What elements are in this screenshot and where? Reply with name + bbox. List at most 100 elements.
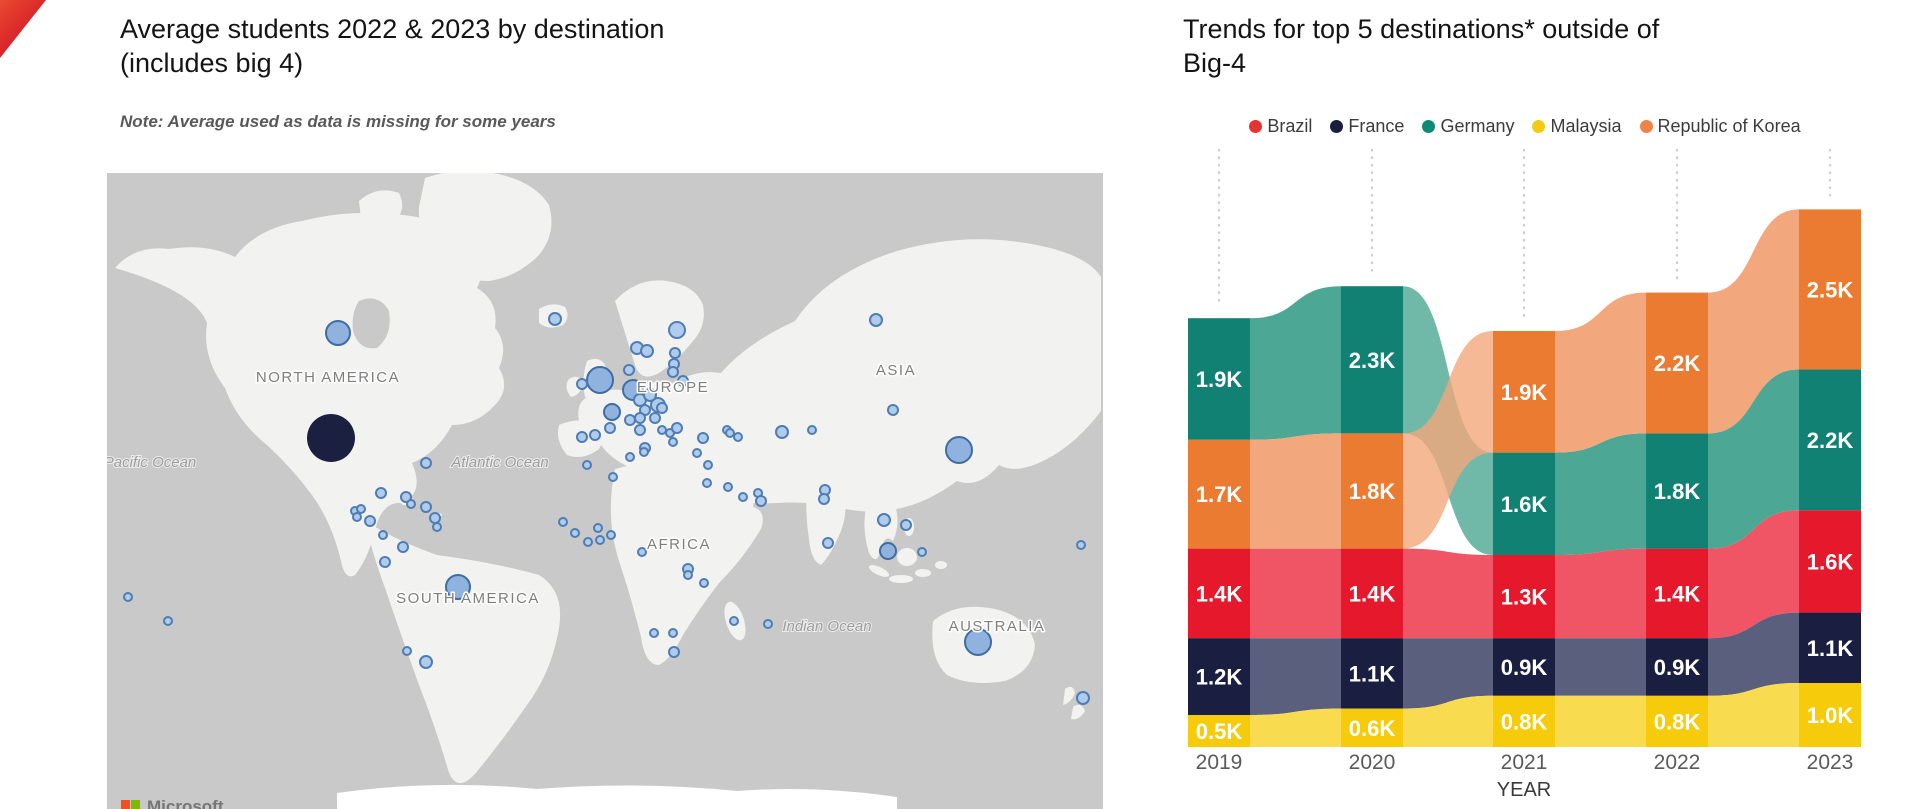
map-bubble[interactable]: [558, 517, 568, 527]
stream-connector-france[interactable]: [1708, 612, 1799, 696]
map-bubble[interactable]: [649, 412, 661, 424]
map-bubble[interactable]: [692, 448, 702, 458]
stream-connector-malaysia[interactable]: [1708, 683, 1799, 747]
stream-connector-republic-of-korea[interactable]: [1403, 331, 1493, 549]
map-bubble[interactable]: [420, 501, 432, 513]
map-bubble[interactable]: [123, 592, 133, 602]
map-bubble[interactable]: [900, 519, 912, 531]
map-bubble[interactable]: [378, 530, 388, 540]
map-bubble[interactable]: [755, 495, 767, 507]
map-bubble[interactable]: [668, 646, 680, 658]
stream-band-brazil[interactable]: [1799, 510, 1861, 613]
stream-band-france[interactable]: [1188, 638, 1250, 715]
map-bubble[interactable]: [419, 655, 433, 669]
map-bubble[interactable]: [576, 431, 588, 443]
map-bubble[interactable]: [945, 436, 973, 464]
map-bubble[interactable]: [877, 513, 891, 527]
map-bubble[interactable]: [593, 523, 603, 533]
map-bubble[interactable]: [397, 541, 409, 553]
stream-band-germany[interactable]: [1188, 318, 1250, 440]
stream-connector-malaysia[interactable]: [1250, 708, 1341, 747]
map-bubble[interactable]: [624, 414, 636, 426]
map-bubble[interactable]: [738, 492, 748, 502]
map-bubble[interactable]: [402, 646, 412, 656]
world-bubble-map[interactable]: NORTH AMERICA EUROPE ASIA AFRICA SOUTH AMERI…: [107, 173, 1103, 809]
map-bubble[interactable]: [608, 472, 618, 482]
map-bubble[interactable]: [625, 452, 635, 462]
map-bubble[interactable]: [548, 312, 562, 326]
legend-item-brazil[interactable]: Brazil: [1249, 116, 1312, 137]
stream-connector-brazil[interactable]: [1708, 510, 1799, 639]
map-bubble[interactable]: [1076, 691, 1090, 705]
stream-band-republic-of-korea[interactable]: [1188, 439, 1250, 549]
map-bubble[interactable]: [639, 447, 649, 457]
map-bubble[interactable]: [307, 414, 355, 462]
stream-connector-germany[interactable]: [1555, 433, 1646, 555]
map-bubble[interactable]: [668, 628, 678, 638]
map-bubble[interactable]: [576, 378, 588, 390]
legend-item-germany[interactable]: Germany: [1422, 116, 1514, 137]
map-bubble[interactable]: [356, 504, 366, 514]
map-bubble[interactable]: [603, 403, 621, 421]
stream-band-brazil[interactable]: [1646, 548, 1708, 639]
stream-band-brazil[interactable]: [1188, 548, 1250, 639]
stream-connector-republic-of-korea[interactable]: [1555, 292, 1646, 453]
stream-connector-france[interactable]: [1250, 638, 1341, 715]
stream-band-brazil[interactable]: [1493, 555, 1555, 639]
map-bubble[interactable]: [807, 425, 817, 435]
map-bubble[interactable]: [637, 547, 647, 557]
stream-band-france[interactable]: [1493, 638, 1555, 696]
map-bubble[interactable]: [887, 404, 899, 416]
map-bubble[interactable]: [683, 570, 693, 580]
legend-item-france[interactable]: France: [1330, 116, 1404, 137]
map-bubble[interactable]: [822, 537, 834, 549]
map-bubble[interactable]: [429, 512, 441, 524]
map-bubble[interactable]: [375, 487, 387, 499]
map-bubble[interactable]: [586, 366, 614, 394]
map-bubble[interactable]: [420, 457, 432, 469]
map-bubble[interactable]: [406, 499, 416, 509]
map-bubble[interactable]: [775, 425, 789, 439]
stream-connector-france[interactable]: [1555, 638, 1646, 696]
stream-band-france[interactable]: [1646, 638, 1708, 696]
map-bubble[interactable]: [634, 424, 646, 436]
stream-band-malaysia[interactable]: [1646, 695, 1708, 747]
map-bubble[interactable]: [702, 478, 712, 488]
map-bubble[interactable]: [723, 482, 733, 492]
stream-band-france[interactable]: [1799, 612, 1861, 683]
stream-connector-malaysia[interactable]: [1403, 695, 1493, 747]
map-bubble[interactable]: [325, 320, 351, 346]
stream-connector-france[interactable]: [1403, 638, 1493, 709]
map-bubble[interactable]: [623, 364, 635, 376]
map-bubble[interactable]: [604, 422, 616, 434]
map-bubble[interactable]: [657, 425, 667, 435]
map-bubble[interactable]: [643, 388, 657, 402]
stream-connector-brazil[interactable]: [1555, 548, 1646, 639]
map-bubble[interactable]: [763, 619, 773, 629]
stream-band-germany[interactable]: [1341, 286, 1403, 434]
stream-connector-brazil[interactable]: [1403, 548, 1493, 639]
map-bubble[interactable]: [879, 542, 897, 560]
map-bubble[interactable]: [917, 547, 927, 557]
map-bubble[interactable]: [1076, 540, 1086, 550]
map-bubble[interactable]: [669, 347, 681, 359]
map-bubble[interactable]: [671, 422, 683, 434]
map-bubble[interactable]: [818, 493, 830, 505]
stream-band-malaysia[interactable]: [1341, 708, 1403, 747]
map-bubble[interactable]: [656, 402, 668, 414]
map-bubble[interactable]: [697, 432, 709, 444]
stream-connector-germany[interactable]: [1250, 286, 1341, 440]
stream-band-republic-of-korea[interactable]: [1646, 292, 1708, 434]
stream-band-france[interactable]: [1341, 638, 1403, 709]
map-bubble[interactable]: [869, 313, 883, 327]
legend-item-republic-of-korea[interactable]: Republic of Korea: [1639, 116, 1801, 137]
stream-band-republic-of-korea[interactable]: [1799, 209, 1861, 370]
map-bubble[interactable]: [570, 528, 580, 538]
stream-band-germany[interactable]: [1646, 433, 1708, 549]
stream-chart-canvas[interactable]: 1.4K 1.4K 1.3K 1.4K 1.6K 1.2K 1.1K 0.9K 0.9K 1.1K…: [1185, 140, 1875, 809]
map-bubble[interactable]: [964, 628, 992, 656]
map-canvas[interactable]: NORTH AMERICA EUROPE ASIA AFRICA SOUTH AMERI…: [107, 173, 1103, 809]
map-bubble[interactable]: [634, 412, 646, 424]
map-bubble[interactable]: [582, 460, 592, 470]
stream-connector-republic-of-korea[interactable]: [1708, 209, 1799, 434]
